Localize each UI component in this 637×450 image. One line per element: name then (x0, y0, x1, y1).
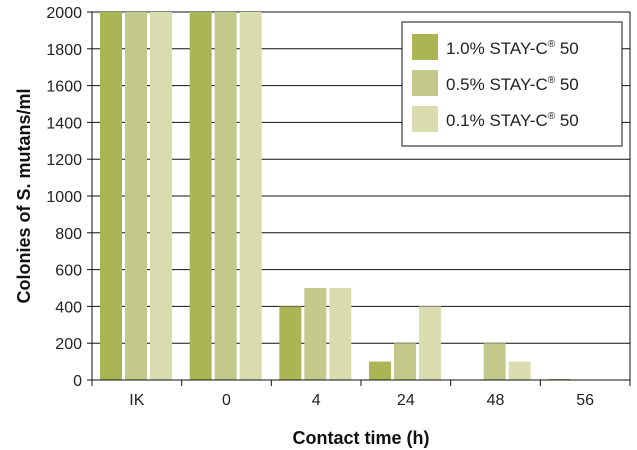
bars (100, 12, 571, 380)
bar (483, 343, 506, 380)
y-tick-label: 800 (55, 226, 82, 243)
axes (87, 11, 631, 386)
bar (369, 361, 391, 380)
bar (125, 12, 147, 380)
bar (279, 306, 302, 380)
bar (508, 361, 531, 380)
gridlines (92, 11, 630, 344)
legend-label: 0.5% STAY-C® 50 (446, 75, 579, 94)
y-axis-title: Colonies of S. mutans/ml (14, 88, 34, 303)
bar (214, 12, 237, 380)
y-tick-label: 1600 (46, 79, 82, 96)
legend-swatch (412, 70, 438, 96)
x-tick-label: 56 (576, 392, 594, 409)
x-tick-label: 48 (487, 392, 505, 409)
x-tick-label: 0 (222, 392, 231, 409)
legend-label: 0.1% STAY-C® 50 (446, 111, 579, 130)
y-tick-label: 2000 (46, 5, 82, 22)
legend-box (401, 21, 623, 147)
bar (304, 288, 327, 380)
x-tick-label: 4 (312, 392, 321, 409)
bar (239, 12, 262, 380)
y-tick-label: 200 (55, 336, 82, 353)
legend-label: 1.0% STAY-C® 50 (446, 39, 579, 58)
legend: 1.0% STAY-C® 50 0.5% STAY-C® 50 0.1% STAY-… (401, 21, 623, 147)
y-tick-label: 400 (55, 299, 82, 316)
legend-swatch (412, 34, 438, 60)
x-tick-label: IK (129, 392, 144, 409)
x-axis-title: Contact time (h) (293, 428, 430, 448)
y-tick-label: 1400 (46, 115, 82, 132)
bar (189, 12, 212, 380)
bar (419, 306, 441, 380)
y-tick-label: 1800 (46, 42, 82, 59)
y-tick-label: 0 (73, 373, 82, 390)
y-tick-labels: 0 200 400 600 800 1000 1200 1400 1600 1800 2000 (46, 5, 82, 390)
y-tick-label: 1200 (46, 152, 82, 169)
x-tick-label: 24 (397, 392, 415, 409)
bar (394, 343, 416, 380)
x-tick-labels: IK 0 4 24 48 56 (129, 392, 594, 409)
bar (100, 12, 122, 380)
bar (329, 288, 352, 380)
bar (150, 12, 172, 380)
y-tick-label: 1000 (46, 189, 82, 206)
y-tick-label: 600 (55, 263, 82, 280)
legend-swatch (412, 106, 438, 132)
